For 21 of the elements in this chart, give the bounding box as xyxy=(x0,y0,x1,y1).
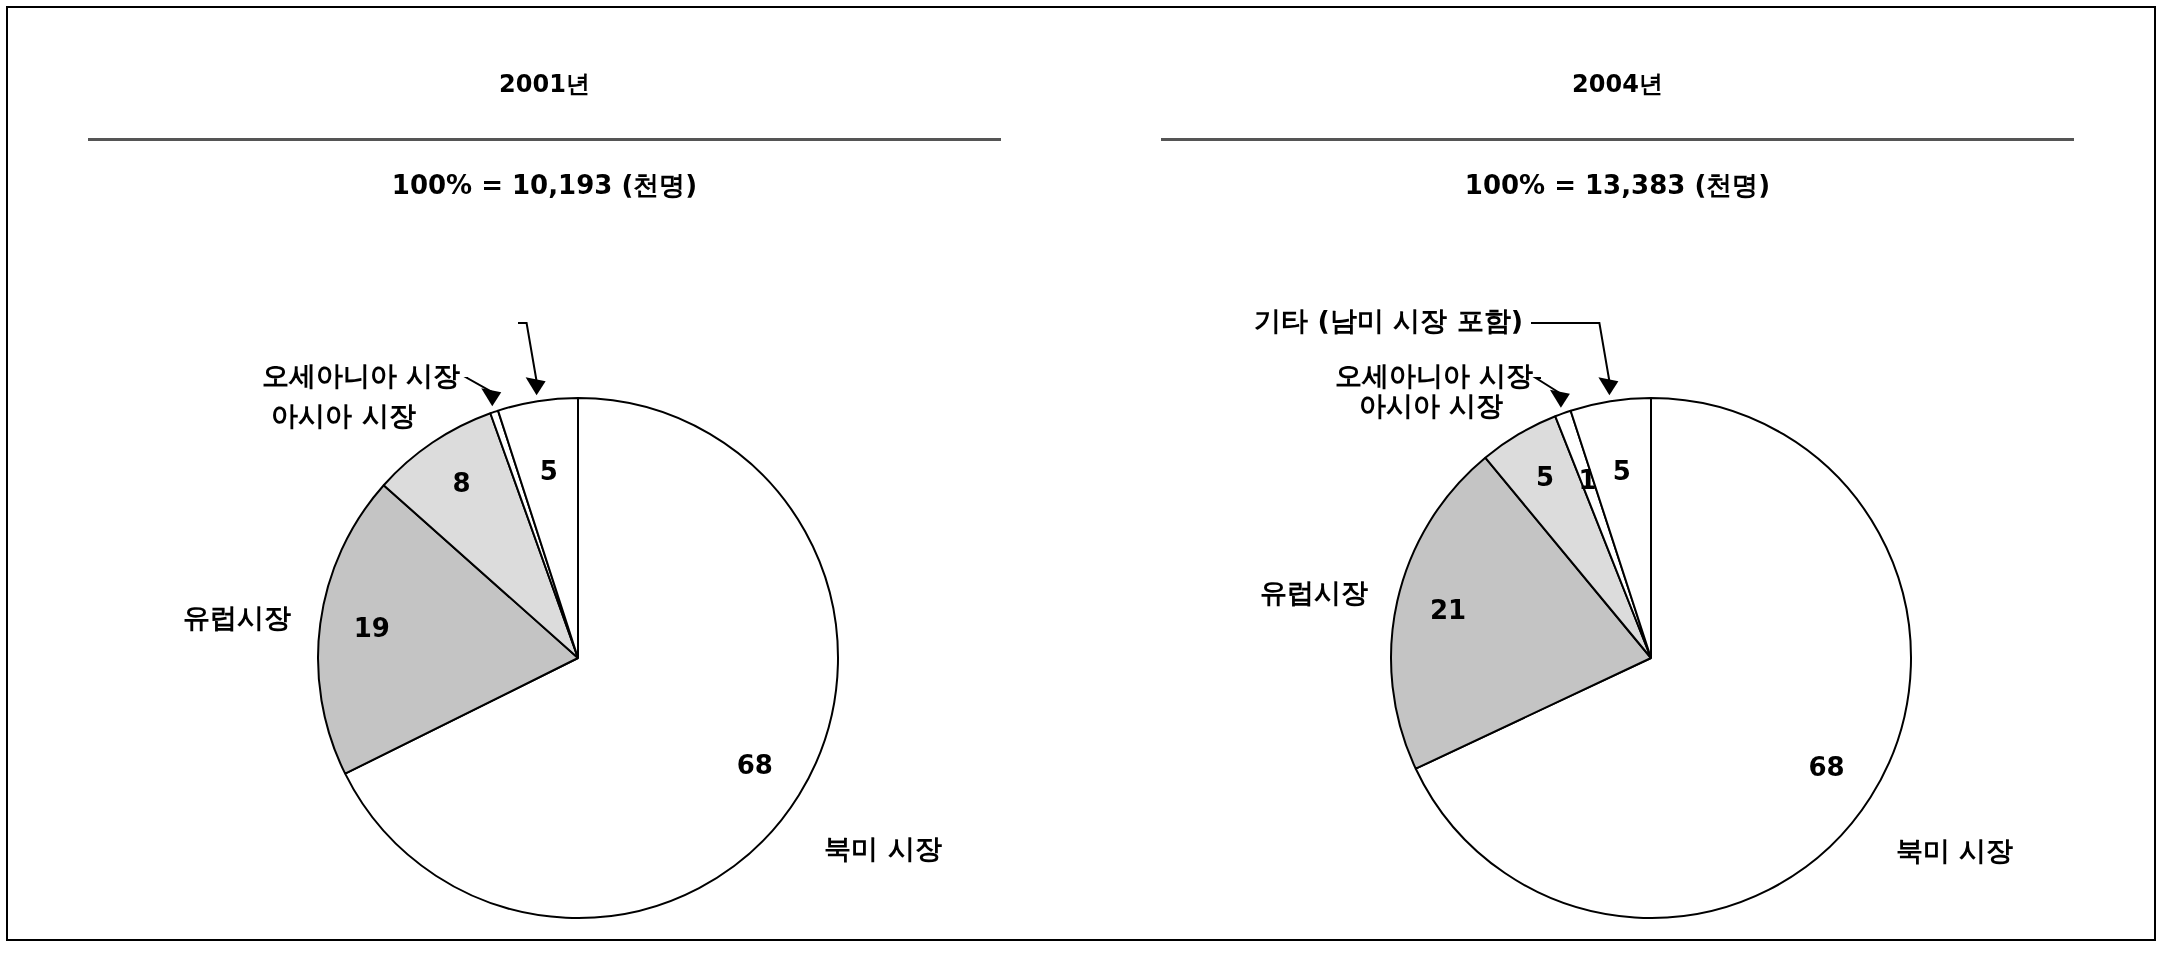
data-label: 68 xyxy=(1808,752,1845,783)
slice-label: 아시아 시장 xyxy=(1358,390,1504,422)
slice-label: 오세아니아 시장 xyxy=(261,360,460,392)
slice-label: 아시아 시장 xyxy=(271,399,416,431)
chart-subtitle: 100% = 10,193 (천명) xyxy=(390,169,699,202)
chart-title: 2004년 xyxy=(1571,69,1664,100)
chart-title: 2001년 xyxy=(498,69,591,100)
slice-label: 기타 (남미 시장 포함) xyxy=(1254,305,1523,337)
slice-label: 유럽시장 xyxy=(182,601,291,633)
slice-label: 북미 시장 xyxy=(1895,835,2014,867)
data-label: 5 xyxy=(1536,461,1555,492)
data-label: 19 xyxy=(353,613,390,644)
data-label: 8 xyxy=(452,468,471,499)
data-label: 5 xyxy=(1612,455,1631,486)
chart-subtitle: 100% = 13,383 (천명) xyxy=(1463,169,1772,202)
data-label: 68 xyxy=(736,750,773,781)
data-label: 5 xyxy=(539,455,558,486)
slice-label: 오세아니아 시장 xyxy=(1334,360,1533,392)
slice-label: 북미 시장 xyxy=(824,832,942,864)
slice-label: 유럽시장 xyxy=(1259,576,1368,608)
data-label: 21 xyxy=(1429,595,1467,626)
